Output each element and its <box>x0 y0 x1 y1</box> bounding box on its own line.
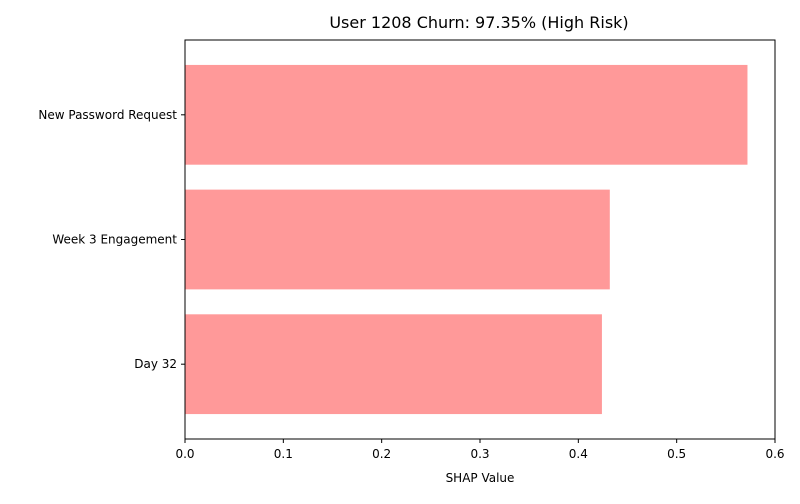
bar-0 <box>185 64 748 165</box>
x-axis-label: SHAP Value <box>446 471 515 485</box>
x-axis: 0.0 0.1 0.2 0.3 0.4 0.5 0.6 <box>175 439 785 461</box>
y-tick-label-0: New Password Request <box>38 108 177 122</box>
bar-2 <box>185 314 602 415</box>
x-tick-label-3: 0.3 <box>470 447 489 461</box>
x-tick-label-6: 0.6 <box>765 447 784 461</box>
x-tick-label-1: 0.1 <box>274 447 293 461</box>
bars-layer <box>185 64 748 415</box>
chart-title: User 1208 Churn: 97.35% (High Risk) <box>329 13 628 32</box>
x-tick-label-2: 0.2 <box>372 447 391 461</box>
x-tick-label-0: 0.0 <box>175 447 194 461</box>
x-tick-label-5: 0.5 <box>667 447 686 461</box>
y-tick-label-2: Day 32 <box>134 357 177 371</box>
y-tick-label-1: Week 3 Engagement <box>52 233 177 247</box>
bar-1 <box>185 189 610 290</box>
y-axis: New Password Request Week 3 Engagement Day… <box>38 108 185 371</box>
x-tick-label-4: 0.4 <box>569 447 588 461</box>
